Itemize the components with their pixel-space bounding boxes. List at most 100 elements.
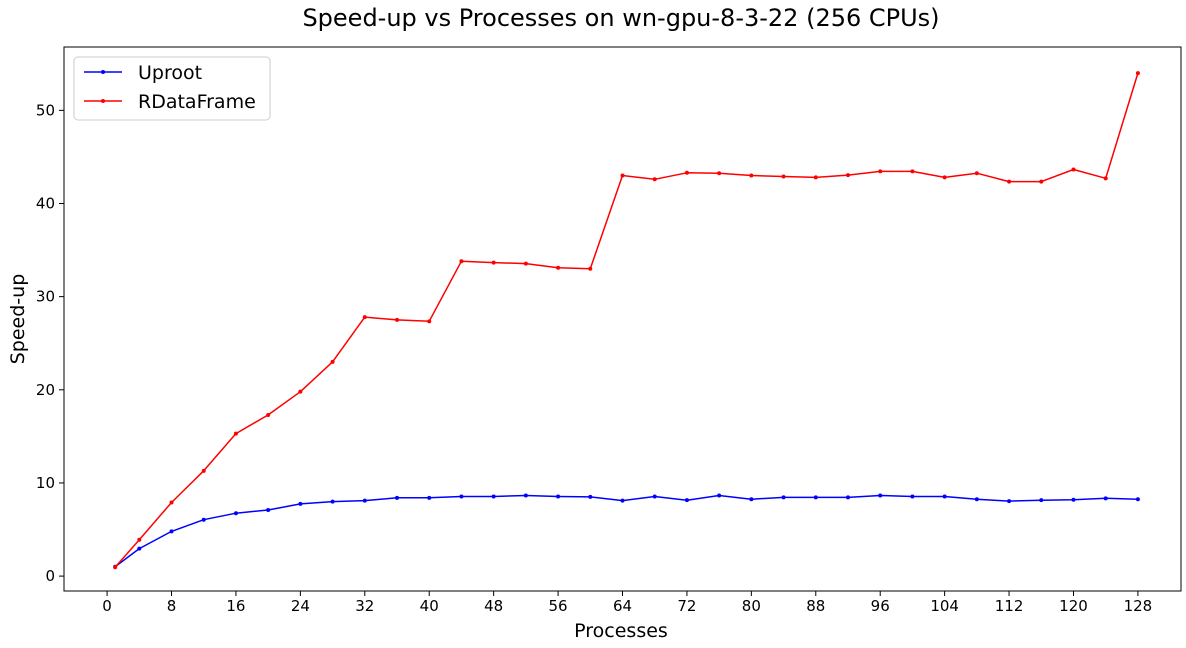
- data-point-rdataframe: [459, 259, 464, 264]
- x-tick-label: 72: [677, 597, 696, 615]
- x-tick-label: 112: [995, 597, 1024, 615]
- data-point-uproot: [845, 495, 850, 500]
- y-tick-label: 20: [36, 381, 55, 399]
- x-tick-label: 104: [930, 597, 959, 615]
- y-tick-label: 0: [45, 567, 55, 585]
- legend-uproot-marker: [101, 70, 105, 74]
- data-point-rdataframe: [523, 261, 528, 266]
- chart-title: Speed-up vs Processes on wn-gpu-8-3-22 (…: [302, 4, 939, 32]
- data-point-uproot: [523, 493, 528, 498]
- legend-uproot-label: Uproot: [138, 62, 202, 84]
- x-axis: 0 8 16 24 32 40 48 56 64 72 80 88 96 104 112 120 128: [102, 591, 1152, 615]
- data-point-uproot: [201, 517, 206, 522]
- data-point-rdataframe: [113, 565, 118, 570]
- x-tick-label: 128: [1124, 597, 1153, 615]
- legend: Uproot RDataFrame: [73, 56, 271, 121]
- data-point-rdataframe: [878, 169, 883, 174]
- data-point-uproot: [362, 498, 367, 503]
- data-point-rdataframe: [169, 500, 174, 505]
- data-point-rdataframe: [1135, 71, 1140, 76]
- data-point-uproot: [684, 498, 689, 503]
- data-point-rdataframe: [137, 537, 142, 542]
- data-point-rdataframe: [233, 431, 238, 436]
- data-point-rdataframe: [298, 389, 303, 394]
- y-tick-label: 50: [36, 101, 55, 119]
- x-tick-label: 0: [102, 597, 112, 615]
- data-point-uproot: [298, 501, 303, 506]
- data-point-rdataframe: [1103, 176, 1108, 181]
- x-tick-label: 32: [355, 597, 374, 615]
- data-point-uproot: [459, 494, 464, 499]
- data-point-uproot: [233, 511, 238, 516]
- data-point-rdataframe: [684, 170, 689, 175]
- data-point-uproot: [1135, 497, 1140, 502]
- x-tick-label: 80: [742, 597, 761, 615]
- data-point-rdataframe: [362, 315, 367, 320]
- data-point-rdataframe: [813, 175, 818, 180]
- data-point-uproot: [169, 529, 174, 534]
- data-point-uproot: [1039, 498, 1044, 503]
- y-tick-label: 10: [36, 474, 55, 492]
- data-point-uproot: [749, 497, 754, 502]
- data-point-rdataframe: [1007, 179, 1012, 184]
- data-point-rdataframe: [1039, 179, 1044, 184]
- data-point-rdataframe: [330, 359, 335, 364]
- x-tick-label: 120: [1059, 597, 1088, 615]
- data-point-uproot: [717, 493, 722, 498]
- data-point-uproot: [395, 495, 400, 500]
- data-point-rdataframe: [942, 175, 947, 180]
- legend-rdataframe-marker: [101, 99, 105, 103]
- data-point-uproot: [813, 495, 818, 500]
- data-point-rdataframe: [974, 171, 979, 176]
- data-point-rdataframe: [491, 260, 496, 265]
- data-point-uproot: [427, 495, 432, 500]
- data-point-rdataframe: [427, 319, 432, 324]
- data-point-uproot: [266, 507, 271, 512]
- data-point-uproot: [910, 494, 915, 499]
- x-tick-label: 40: [420, 597, 439, 615]
- data-point-uproot: [878, 493, 883, 498]
- legend-box: [73, 56, 271, 121]
- plot-area: [63, 46, 1182, 592]
- data-point-uproot: [1007, 499, 1012, 504]
- data-point-uproot: [942, 494, 947, 499]
- data-point-uproot: [330, 499, 335, 504]
- y-tick-label: 40: [36, 194, 55, 212]
- y-tick-label: 30: [36, 288, 55, 306]
- x-tick-label: 56: [549, 597, 568, 615]
- data-point-rdataframe: [1071, 167, 1076, 172]
- data-point-rdataframe: [395, 317, 400, 322]
- data-point-uproot: [556, 494, 561, 499]
- data-point-rdataframe: [845, 173, 850, 178]
- data-point-rdataframe: [910, 169, 915, 174]
- data-point-rdataframe: [652, 177, 657, 182]
- x-tick-label: 64: [613, 597, 632, 615]
- x-tick-label: 96: [871, 597, 890, 615]
- data-point-rdataframe: [620, 173, 625, 178]
- series-layer: [113, 71, 1140, 570]
- data-point-rdataframe: [266, 412, 271, 417]
- data-point-rdataframe: [749, 173, 754, 178]
- data-point-rdataframe: [201, 468, 206, 473]
- data-point-rdataframe: [717, 171, 722, 176]
- data-point-uproot: [620, 498, 625, 503]
- data-point-uproot: [781, 495, 786, 500]
- x-tick-label: 16: [226, 597, 245, 615]
- data-point-rdataframe: [556, 265, 561, 270]
- x-tick-label: 8: [167, 597, 177, 615]
- x-tick-label: 24: [291, 597, 310, 615]
- y-axis-label: Speed-up: [7, 274, 29, 365]
- data-point-uproot: [974, 497, 979, 502]
- data-point-uproot: [137, 546, 142, 551]
- legend-rdataframe-label: RDataFrame: [138, 91, 256, 113]
- data-point-uproot: [491, 494, 496, 499]
- data-point-rdataframe: [781, 174, 786, 179]
- x-axis-label: Processes: [574, 620, 668, 642]
- y-axis: 0 10 20 30 40 50: [36, 101, 64, 585]
- x-tick-label: 88: [806, 597, 825, 615]
- data-point-uproot: [588, 494, 593, 499]
- x-tick-label: 48: [484, 597, 503, 615]
- data-point-uproot: [1071, 497, 1076, 502]
- data-point-uproot: [652, 494, 657, 499]
